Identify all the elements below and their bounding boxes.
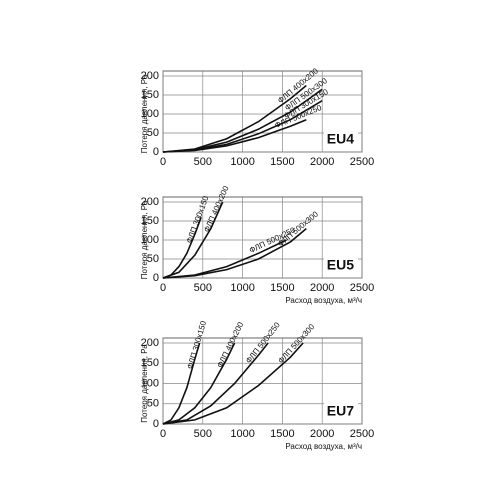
x-tick-label: 2000 (310, 428, 334, 440)
y-tick-label: 50 (147, 253, 159, 265)
x-tick-label: 1500 (270, 428, 294, 440)
curve-label: ФЛП 400x200 (215, 320, 245, 369)
x-tick-label: 500 (194, 156, 212, 168)
y-axis-label: Потеря давления, Ра (140, 74, 149, 153)
y-tick-label: 0 (153, 418, 159, 430)
y-tick-label: 100 (141, 377, 159, 389)
y-tick-label: 100 (141, 234, 159, 246)
y-axis-label: Потеря давления, Ра (140, 344, 149, 423)
y-tick-label: 150 (141, 357, 159, 369)
x-tick-label: 500 (194, 282, 212, 294)
curve (162, 201, 224, 279)
y-axis-label: Потеря давления, Ра (140, 200, 149, 279)
curve (162, 118, 307, 153)
x-tick-label: 2000 (310, 282, 334, 294)
x-tick-label: 1500 (270, 156, 294, 168)
x-tick-label: 2500 (350, 156, 374, 168)
curve (162, 342, 269, 425)
y-tick-label: 100 (141, 108, 159, 120)
y-tick-label: 150 (141, 215, 159, 227)
y-tick-label: 0 (153, 272, 159, 284)
badge: EU4 (327, 131, 354, 147)
y-tick-label: 150 (141, 89, 159, 101)
x-tick-label: 0 (160, 156, 166, 168)
y-tick-label: 0 (153, 146, 159, 158)
x-tick-label: 0 (160, 428, 166, 440)
badge-bg (324, 130, 358, 148)
curve (162, 227, 307, 279)
curve-label: ФЛП 300x150 (185, 319, 208, 370)
x-tick-label: 2500 (350, 428, 374, 440)
y-tick-label: 200 (141, 196, 159, 208)
x-tick-label: 1000 (230, 282, 254, 294)
x-tick-label: 0 (160, 282, 166, 294)
x-axis-label: Расход воздуха, м³/ч (285, 296, 362, 305)
badge-bg (324, 256, 358, 274)
badge: EU5 (327, 257, 354, 273)
x-tick-label: 1500 (270, 282, 294, 294)
x-tick-label: 500 (194, 428, 212, 440)
x-tick-label: 1000 (230, 156, 254, 168)
badge-bg (324, 402, 358, 420)
y-tick-label: 200 (141, 70, 159, 82)
y-tick-label: 50 (147, 398, 159, 410)
x-tick-label: 2500 (350, 282, 374, 294)
x-tick-label: 1000 (230, 428, 254, 440)
curve (162, 342, 201, 425)
x-tick-label: 2000 (310, 156, 334, 168)
y-tick-label: 50 (147, 127, 159, 139)
x-axis-label: Расход воздуха, м³/ч (285, 442, 362, 451)
badge: EU7 (327, 403, 354, 419)
curve (162, 342, 236, 425)
curve (162, 342, 304, 425)
y-tick-label: 200 (141, 337, 159, 349)
